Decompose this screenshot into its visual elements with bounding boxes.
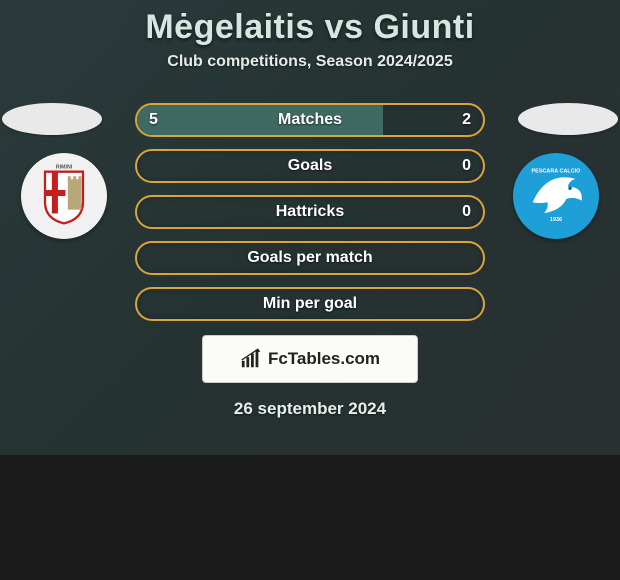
stat-value-right: 2 <box>462 111 471 129</box>
stat-value-right: 0 <box>462 203 471 221</box>
stat-row: Goals per match <box>135 241 485 275</box>
stat-value-left: 5 <box>149 111 158 129</box>
stat-label: Hattricks <box>276 203 344 221</box>
stat-label: Goals per match <box>247 249 372 267</box>
right-ellipse-placeholder <box>518 103 618 135</box>
stat-value-right: 0 <box>462 157 471 175</box>
watermark[interactable]: FcTables.com <box>202 335 418 383</box>
watermark-text: FcTables.com <box>268 349 380 369</box>
page-title: Mėgelaitis vs Giunti <box>0 8 620 47</box>
svg-text:PESCARA CALCIO: PESCARA CALCIO <box>532 169 582 175</box>
svg-text:RIMINI: RIMINI <box>56 165 73 171</box>
stat-label: Matches <box>278 111 342 129</box>
stat-label: Goals <box>288 157 332 175</box>
dolphin-icon: PESCARA CALCIO 1936 <box>517 157 595 235</box>
stat-row: Hattricks 0 <box>135 195 485 229</box>
stat-row: Goals 0 <box>135 149 485 183</box>
stat-fill <box>137 105 383 135</box>
team-crest-right[interactable]: PESCARA CALCIO 1936 <box>513 153 599 239</box>
left-ellipse-placeholder <box>2 103 102 135</box>
player-left-col: RIMINI <box>23 103 123 239</box>
comparison-card: Mėgelaitis vs Giunti Club competitions, … <box>0 0 620 455</box>
shield-icon: RIMINI <box>26 158 102 234</box>
stats-list: Matches 5 2 Goals 0 Hattricks 0 Goals per match… <box>135 103 485 321</box>
subtitle: Club competitions, Season 2024/2025 <box>0 53 620 71</box>
stat-row: Min per goal <box>135 287 485 321</box>
svg-text:1936: 1936 <box>550 217 562 223</box>
stat-label: Min per goal <box>263 295 357 313</box>
stat-row: Matches 5 2 <box>135 103 485 137</box>
team-crest-left[interactable]: RIMINI <box>21 153 107 239</box>
bar-chart-icon <box>240 348 262 370</box>
player-right-col: PESCARA CALCIO 1936 <box>497 103 597 239</box>
comparison-body: RIMINI Matches 5 2 Goals 0 Hattricks 0 Goals pe… <box>0 103 620 321</box>
date-label: 26 september 2024 <box>0 399 620 419</box>
